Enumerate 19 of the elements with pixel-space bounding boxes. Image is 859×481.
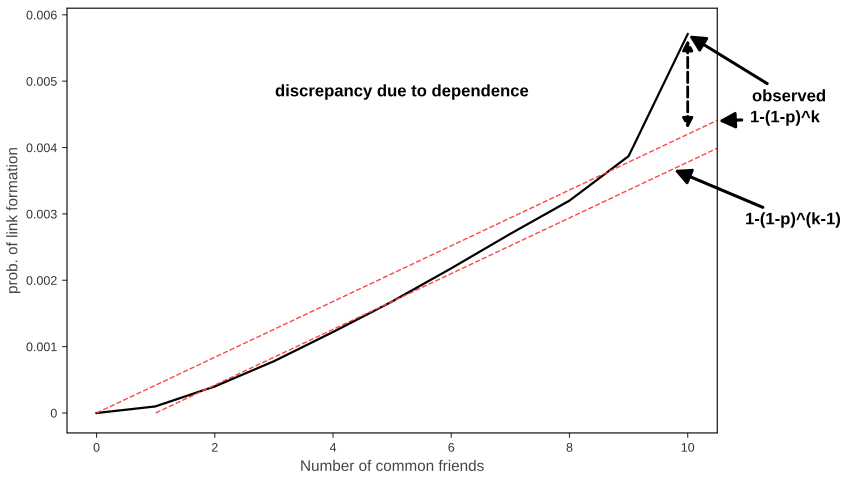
- x-tick-label: 0: [94, 442, 100, 452]
- y-axis-title: prob. of link formation: [6, 148, 20, 293]
- x-tick-label: 10: [682, 442, 694, 452]
- y-tick-label: 0.001: [26, 342, 57, 352]
- x-tick-label: 6: [448, 442, 454, 452]
- y-tick-label: 0.003: [26, 210, 57, 219]
- annotation: 1-(1-p)^(k-1): [746, 212, 840, 228]
- y-tick-label: 0: [50, 408, 57, 418]
- x-tick-label: 2: [212, 442, 218, 452]
- x-tick-label: 4: [330, 443, 336, 452]
- y-tick-label: 0.006: [26, 10, 57, 20]
- annotation: observed: [752, 89, 826, 102]
- y-tick-label: 0.004: [26, 143, 57, 152]
- x-tick-label: 8: [566, 442, 572, 452]
- annotation: discrepancy due to dependence: [276, 84, 528, 100]
- y-tick-label: 0.002: [26, 276, 57, 285]
- annotation: 1-(1-p)^k: [751, 110, 820, 126]
- x-axis-title: Number of common friends: [301, 460, 484, 472]
- y-tick-label: 0.005: [26, 76, 57, 86]
